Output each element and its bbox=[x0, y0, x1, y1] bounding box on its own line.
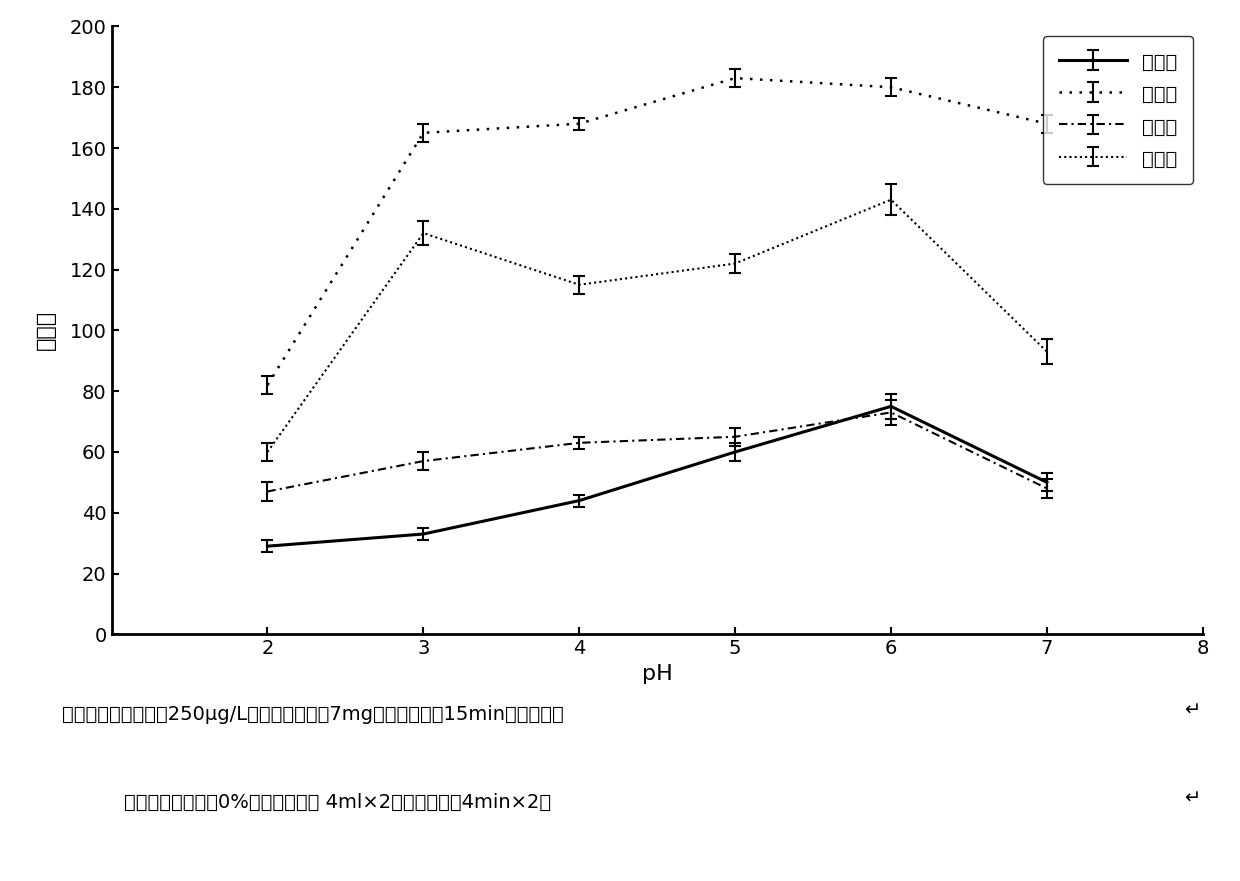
Y-axis label: 峰面积: 峰面积 bbox=[36, 310, 56, 351]
Legend: 多菌灵, 三唑酮, 溴虫腈, 唑螨酯: 多菌灵, 三唑酮, 溴虫腈, 唑螨酯 bbox=[1043, 36, 1193, 184]
Text: ↵: ↵ bbox=[1184, 788, 1200, 808]
Text: 乙酸乙酩；盐度：0%；洗脱剂用量 4ml×2；解吸时间：4min×2）: 乙酸乙酩；盐度：0%；洗脱剂用量 4ml×2；解吸时间：4min×2） bbox=[124, 793, 551, 812]
Text: ↵: ↵ bbox=[1184, 700, 1200, 720]
X-axis label: pH: pH bbox=[642, 663, 672, 684]
Text: （萝取条件：浓度：250μg/L；吸附剂用量：7mg；萝取时间：15min；洗脱剂：: （萝取条件：浓度：250μg/L；吸附剂用量：7mg；萝取时间：15min；洗脱… bbox=[62, 705, 564, 724]
